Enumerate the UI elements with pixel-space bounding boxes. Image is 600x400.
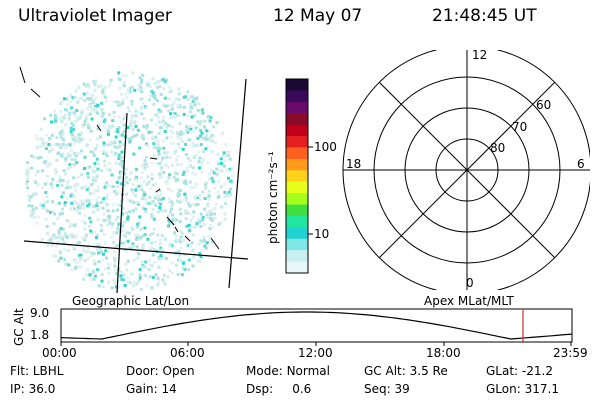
colorbar-band — [286, 227, 308, 240]
filter-field: Flt: LBHL — [10, 364, 64, 378]
dsp-field: Dsp: 0.6 — [246, 382, 312, 396]
mlt-label-0: 0 — [466, 276, 474, 290]
colorbar-band — [286, 250, 308, 263]
colorbar-band — [286, 124, 308, 137]
colorbar-band — [286, 261, 308, 274]
colorbar-band — [286, 204, 308, 217]
altitude-plot — [60, 308, 573, 346]
altitude-axis-label: GC Alt — [12, 308, 26, 346]
glon-field: GLon: 317.1 — [486, 382, 559, 396]
observation-date: 12 May 07 — [273, 6, 363, 26]
seq-field: Seq: 39 — [364, 382, 410, 396]
colorbar — [285, 78, 313, 274]
colorbar-band — [286, 136, 308, 148]
mode-field: Mode: Normal — [246, 364, 330, 378]
mlt-polar-plot — [342, 50, 590, 290]
colorbar-band — [286, 215, 308, 228]
colorbar-tick-10: 10 — [314, 227, 330, 241]
time-tick: 06:00 — [170, 346, 205, 360]
colorbar-band — [286, 113, 308, 126]
time-tick: 12:00 — [298, 346, 333, 360]
coastline-fragments — [19, 66, 220, 250]
colorbar-band — [286, 158, 308, 171]
colorbar-band — [286, 79, 308, 91]
longitude-line — [116, 112, 128, 294]
longitude-line — [228, 78, 247, 289]
apex-caption: Apex MLat/MLT — [424, 294, 514, 308]
colorbar-band — [286, 147, 308, 160]
altitude-plot-frame — [60, 308, 573, 343]
latitude-line — [23, 240, 249, 260]
instrument-title: Ultraviolet Imager — [18, 6, 172, 26]
colorbar-band — [286, 101, 308, 114]
geographic-caption: Geographic Lat/Lon — [72, 294, 190, 308]
colorbar-band — [286, 193, 308, 206]
glat-field: GLat: -21.2 — [486, 364, 553, 378]
colorbar-band — [286, 170, 308, 183]
colorbar-band — [286, 90, 308, 103]
mlt-label-18: 18 — [346, 157, 362, 171]
observation-time: 21:48:45 UT — [432, 6, 537, 26]
colorbar-band — [286, 181, 308, 194]
gain-field: Gain: 14 — [126, 382, 177, 396]
altitude-tick-1-8: 1.8 — [30, 328, 50, 342]
time-tick: 00:00 — [42, 346, 77, 360]
mlt-label-12: 12 — [472, 48, 488, 62]
diagonal-line — [378, 81, 556, 259]
door-field: Door: Open — [126, 364, 195, 378]
colorbar-band — [286, 238, 308, 251]
time-tick: 23:59 — [553, 346, 588, 360]
colorbar-unit-label: photon cm⁻²s⁻¹ — [266, 151, 280, 244]
lat-label-80: 80 — [490, 141, 506, 155]
altitude-tick-9: 9.0 — [30, 306, 50, 320]
altitude-curve — [60, 311, 573, 340]
gc-alt-field: GC Alt: 3.5 Re — [364, 364, 448, 378]
time-tick: 18:00 — [426, 346, 461, 360]
colorbar-tick-100: 100 — [314, 140, 337, 154]
mlt-label-6: 6 — [577, 157, 585, 171]
lat-label-60: 60 — [536, 98, 552, 112]
ip-field: IP: 36.0 — [10, 382, 56, 396]
lat-label-70: 70 — [512, 120, 528, 134]
uv-emission-speckles — [24, 71, 235, 291]
geographic-image-panel — [19, 66, 249, 294]
